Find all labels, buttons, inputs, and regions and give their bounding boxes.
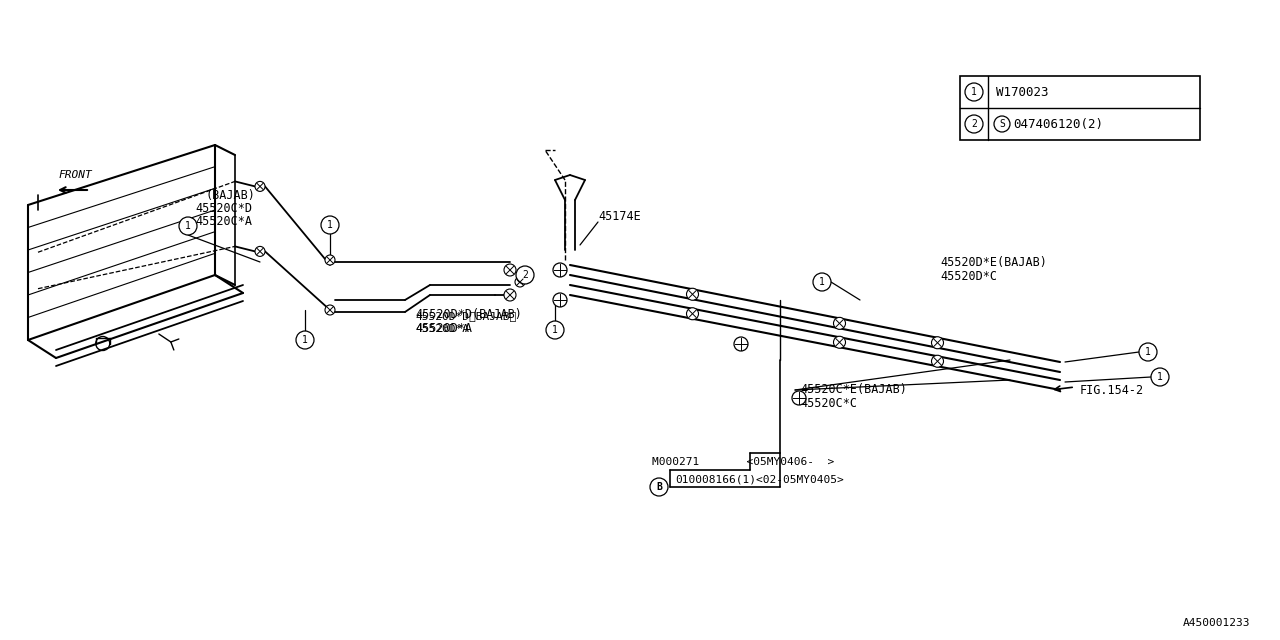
Circle shape (1139, 343, 1157, 361)
Text: W170023: W170023 (996, 86, 1048, 99)
Text: 45520D*A: 45520D*A (415, 324, 468, 334)
Circle shape (965, 115, 983, 133)
Text: 2: 2 (972, 119, 977, 129)
Circle shape (686, 288, 699, 300)
Text: M000271       <05MY0406-  >: M000271 <05MY0406- > (652, 457, 835, 467)
Circle shape (813, 273, 831, 291)
Circle shape (995, 116, 1010, 132)
Circle shape (255, 246, 265, 257)
Text: 1: 1 (328, 220, 333, 230)
Circle shape (792, 391, 806, 405)
Text: 1: 1 (552, 325, 558, 335)
Circle shape (325, 255, 335, 265)
Circle shape (255, 181, 265, 191)
Circle shape (833, 336, 846, 348)
Text: 45174E: 45174E (598, 210, 641, 223)
Text: 45520D*D(BAJAB): 45520D*D(BAJAB) (415, 308, 522, 321)
Text: 45520D*E(BAJAB): 45520D*E(BAJAB) (940, 256, 1047, 269)
Text: S: S (1000, 119, 1005, 129)
Text: 45520C*A: 45520C*A (195, 215, 252, 228)
Text: (BAJAB): (BAJAB) (205, 189, 255, 202)
Circle shape (733, 337, 748, 351)
Circle shape (553, 263, 567, 277)
Text: FIG.154-2: FIG.154-2 (1080, 383, 1144, 397)
Text: 1: 1 (1146, 347, 1151, 357)
Text: B: B (657, 482, 662, 492)
Text: 1: 1 (819, 277, 824, 287)
Circle shape (833, 317, 846, 330)
Circle shape (965, 83, 983, 101)
Circle shape (650, 478, 668, 496)
Circle shape (325, 305, 335, 315)
Text: 45520D*D〈BAJAB〉: 45520D*D〈BAJAB〉 (415, 311, 516, 321)
Text: 45520C*E(BAJAB): 45520C*E(BAJAB) (800, 383, 906, 396)
Circle shape (515, 277, 525, 287)
Circle shape (547, 321, 564, 339)
Circle shape (1151, 368, 1169, 386)
Circle shape (553, 293, 567, 307)
Bar (960, 76, 1201, 140)
Circle shape (179, 217, 197, 235)
Text: 047406120(2): 047406120(2) (1012, 118, 1103, 131)
Text: FRONT: FRONT (58, 170, 92, 180)
Text: 1: 1 (302, 335, 308, 345)
Text: 45520C*C: 45520C*C (800, 397, 858, 410)
Text: 45520C*D: 45520C*D (195, 202, 252, 215)
Text: 1: 1 (972, 87, 977, 97)
Circle shape (321, 216, 339, 234)
Text: 010008166(1)<02-05MY0405>: 010008166(1)<02-05MY0405> (675, 475, 844, 485)
Circle shape (932, 337, 943, 349)
Circle shape (504, 289, 516, 301)
Text: 45520D*A: 45520D*A (415, 322, 472, 335)
Circle shape (296, 331, 314, 349)
Text: 1: 1 (1157, 372, 1164, 382)
Text: 1: 1 (186, 221, 191, 231)
Circle shape (96, 337, 110, 351)
Text: A450001233: A450001233 (1183, 618, 1251, 628)
Circle shape (932, 355, 943, 367)
Circle shape (516, 266, 534, 284)
Circle shape (504, 264, 516, 276)
Text: 2: 2 (522, 270, 527, 280)
Text: 45520D*C: 45520D*C (940, 270, 997, 283)
Circle shape (686, 308, 699, 320)
